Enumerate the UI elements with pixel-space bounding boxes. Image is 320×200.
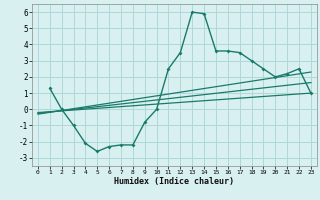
X-axis label: Humidex (Indice chaleur): Humidex (Indice chaleur)	[115, 177, 234, 186]
